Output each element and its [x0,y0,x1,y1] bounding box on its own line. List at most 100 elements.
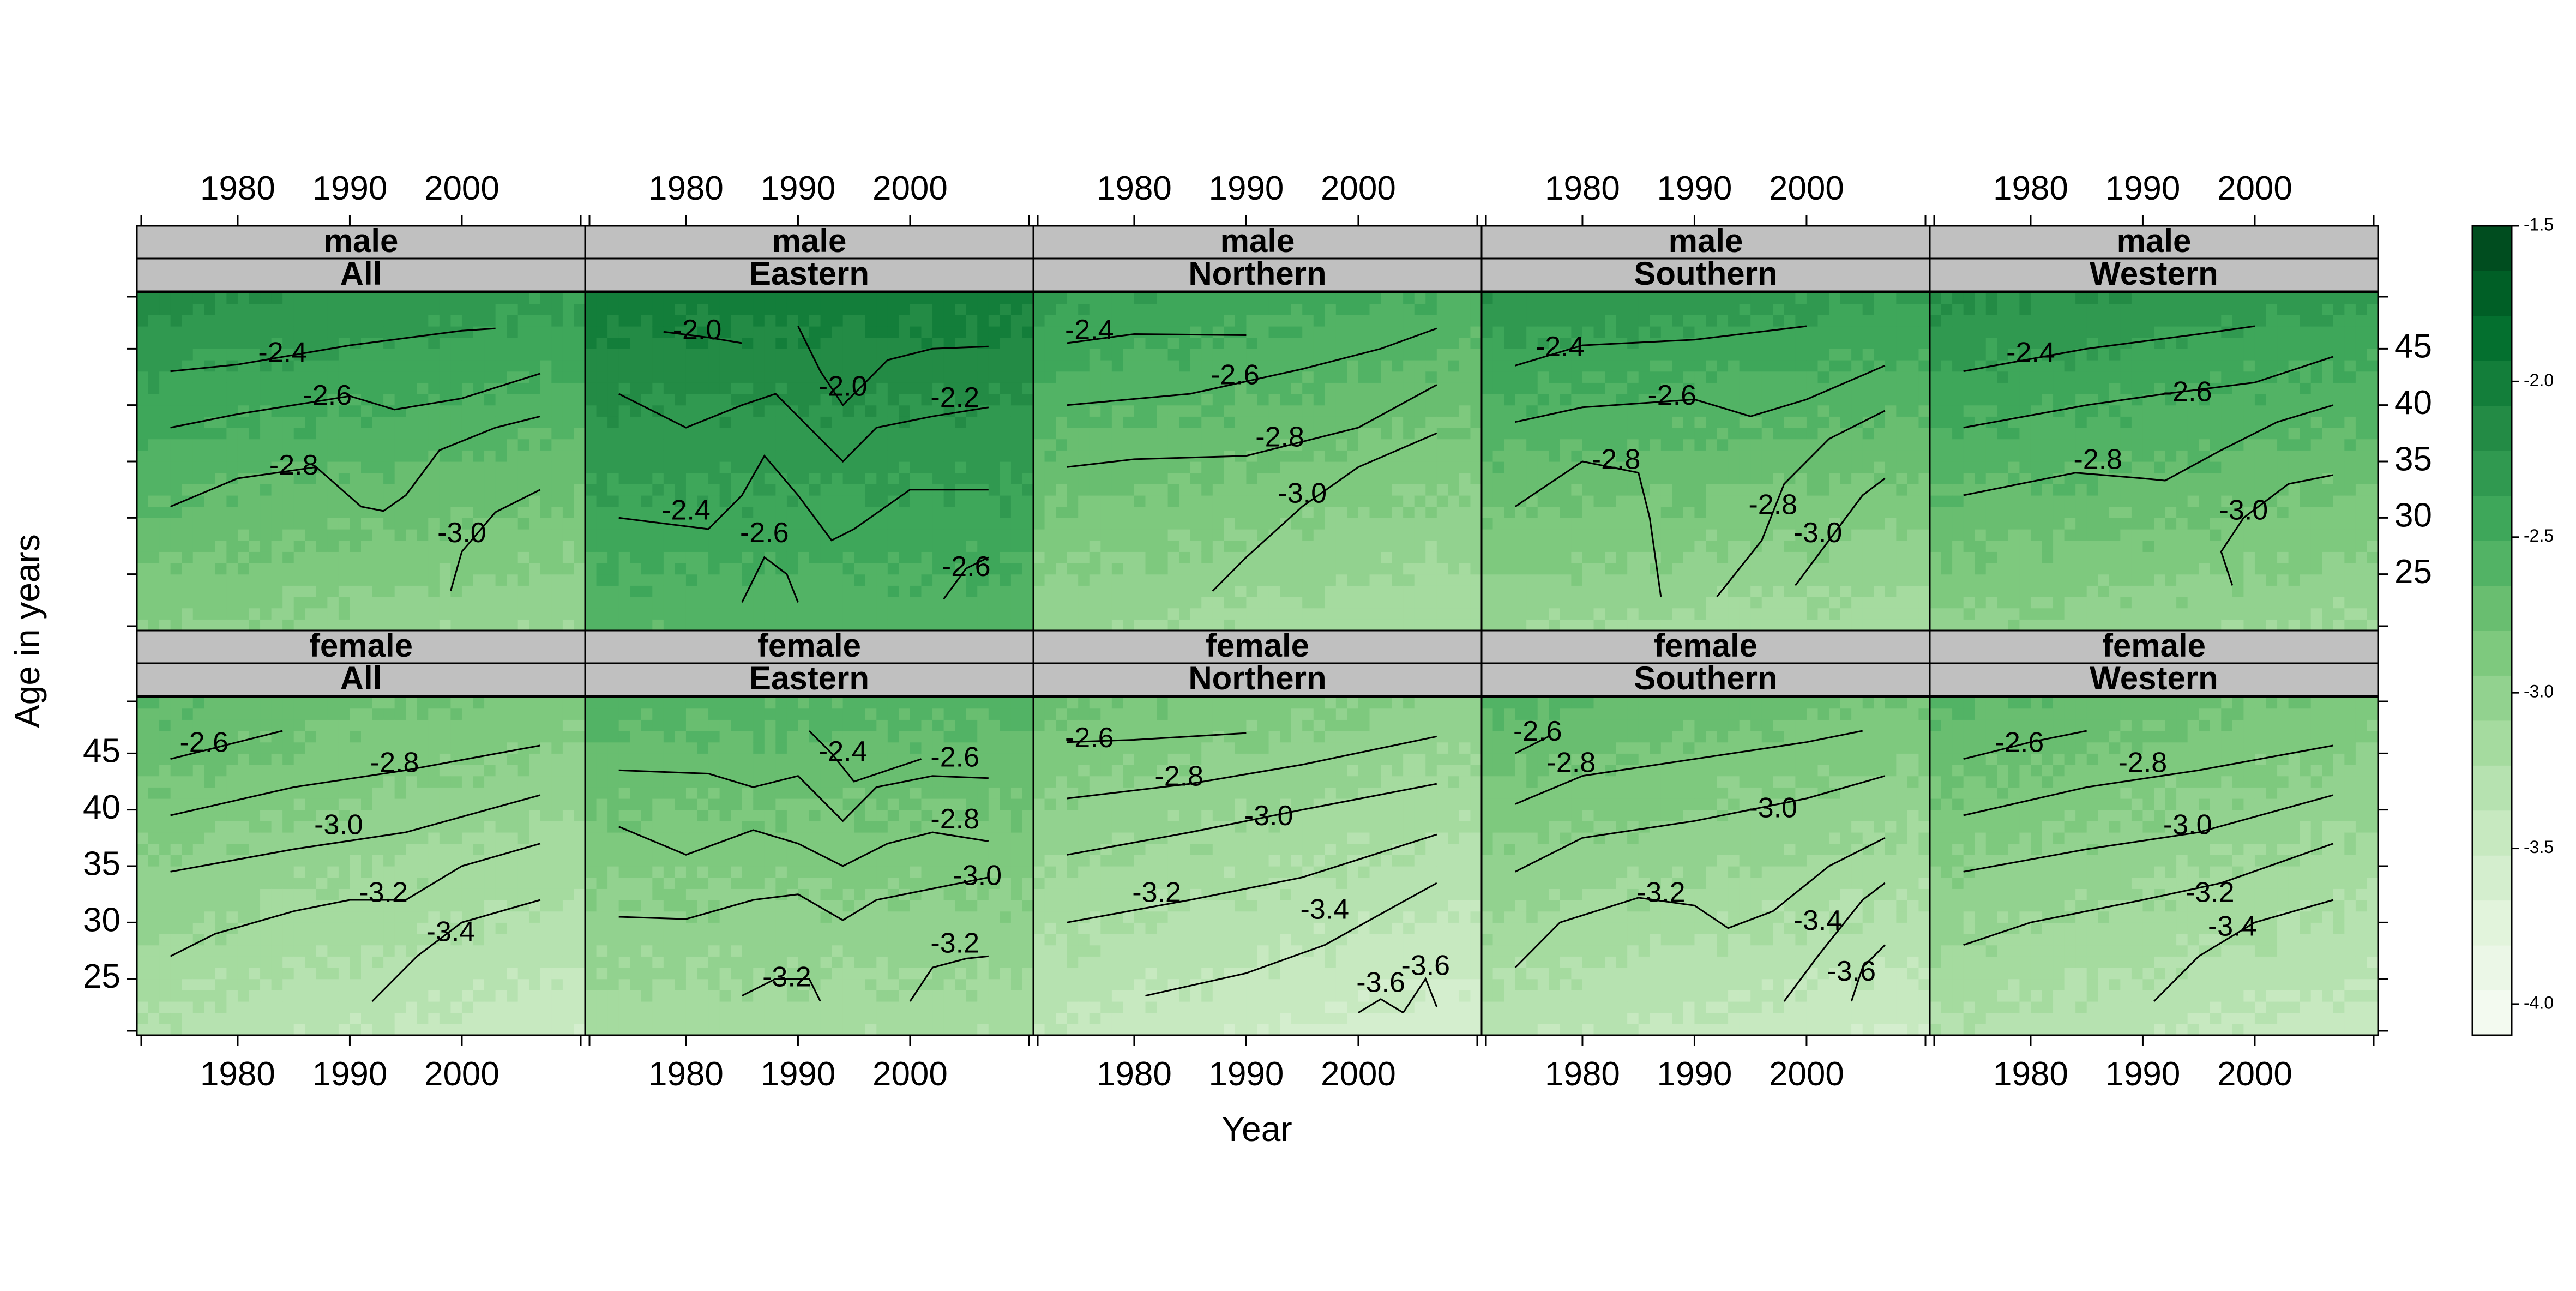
heatmap-cell [1482,416,1494,428]
heatmap-cell [842,303,854,315]
heatmap-cell [899,450,911,462]
heatmap-cell [1593,484,1605,496]
heatmap-cell [1089,439,1101,451]
heatmap-cell [1885,405,1897,417]
heatmap-cell [966,371,978,383]
heatmap-cell [786,428,799,440]
heatmap-cell [137,597,149,609]
heatmap-cell [1683,450,1695,462]
heatmap-cell [1100,428,1112,440]
heatmap-cell [249,585,261,597]
heatmap-cell [1201,574,1213,586]
heatmap-cell [394,585,406,597]
heatmap-cell [1694,472,1706,484]
heatmap-cell [1044,416,1056,428]
heatmap-cell [439,337,451,349]
heatmap-cell [1963,608,1975,620]
strip-sex-label: male [324,223,399,259]
heatmap-cell [943,326,955,338]
heatmap-cell [574,608,586,620]
heatmap-cell [1022,472,1034,484]
heatmap-cell [1492,360,1504,372]
heatmap-cell [574,326,586,338]
heatmap-cell [137,360,149,372]
heatmap-cell [170,461,182,473]
heatmap-cell [1111,416,1123,428]
heatmap-cell [1952,439,1964,451]
heatmap-cell [1616,405,1628,417]
heatmap-cell [899,337,911,349]
heatmap-cell [1325,551,1337,563]
heatmap-cell [854,574,866,586]
heatmap-cell [742,439,754,451]
heatmap-cell [854,360,866,372]
heatmap-cell [1571,619,1583,631]
heatmap-cell [507,484,519,496]
heatmap-cell [1795,382,1807,394]
heatmap-cell [1795,315,1807,327]
heatmap-cell [585,608,597,620]
heatmap-cell [148,540,160,552]
heatmap-cell [350,315,362,327]
heatmap-cell [1941,360,1953,372]
heatmap-cell [1056,529,1068,541]
heatmap-cell [1750,416,1762,428]
heatmap-cell [988,619,1000,631]
heatmap-cell [439,394,451,406]
heatmap-cell [450,450,462,462]
heatmap-cell [293,597,305,609]
heatmap-cell [1616,326,1628,338]
heatmap-cell [507,472,519,484]
heatmap-cell [1056,506,1068,518]
heatmap-cell [596,450,608,462]
heatmap-cell [1896,529,1908,541]
heatmap-cell [1448,551,1460,563]
heatmap-cell [775,292,787,304]
heatmap-cell [1963,472,1975,484]
heatmap-cell [473,529,485,541]
heatmap-cell [1167,303,1179,315]
heatmap-cell [1325,450,1337,462]
heatmap-cell [137,585,149,597]
heatmap-cell [361,405,373,417]
heatmap-cell [1212,428,1224,440]
heatmap-cell [1761,349,1773,361]
heatmap-cell [1201,461,1213,473]
heatmap-cell [775,382,787,394]
heatmap-cell [1335,608,1347,620]
heatmap-cell [1817,405,1829,417]
heatmap-cell [1302,585,1314,597]
heatmap-cell [1537,382,1549,394]
heatmap-cell [417,518,429,530]
heatmap-cell [473,484,485,496]
heatmap-cell [641,563,653,575]
heatmap-cell [1560,619,1572,631]
heatmap-cell [1694,551,1706,563]
heatmap-cell [1056,371,1068,383]
heatmap-cell [1885,495,1897,507]
heatmap-cell [1224,506,1236,518]
heatmap-cell [1930,439,1942,451]
heatmap-cell [473,292,485,304]
heatmap-cell [1145,337,1157,349]
heatmap-cell [1750,563,1762,575]
heatmap-cell [596,439,608,451]
heatmap-cell [764,585,776,597]
heatmap-cell [1033,315,1045,327]
heatmap-cell [1660,597,1672,609]
heatmap-cell [1571,416,1583,428]
heatmap-cell [1078,540,1090,552]
heatmap-cell [1246,315,1258,327]
heatmap-cell [450,472,462,484]
heatmap-cell [641,540,653,552]
heatmap-cell [562,439,575,451]
heatmap-cell [1010,563,1023,575]
heatmap-cell [159,529,171,541]
heatmap-cell [361,506,373,518]
heatmap-cell [350,371,362,383]
heatmap-cell [1593,574,1605,586]
heatmap-cell [1593,551,1605,563]
heatmap-cell [428,551,440,563]
heatmap-cell [1381,585,1393,597]
heatmap-cell [1952,506,1964,518]
